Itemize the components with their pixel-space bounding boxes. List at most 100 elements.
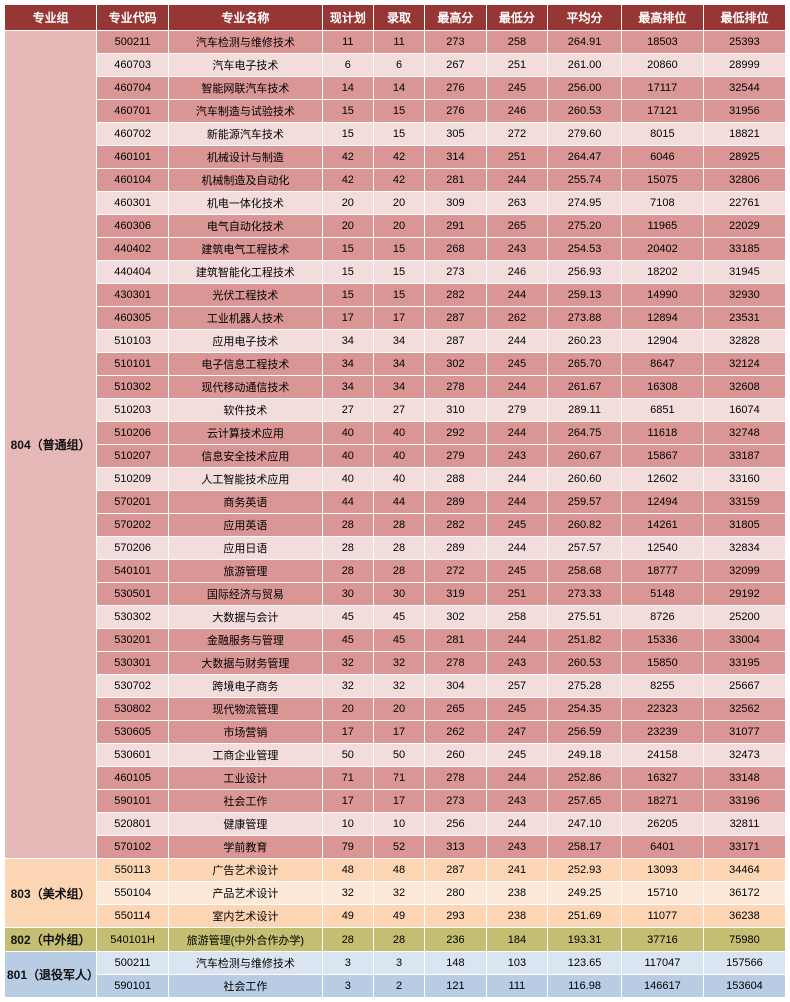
cell-admit: 32: [373, 882, 424, 905]
cell-admit: 2: [373, 975, 424, 998]
cell-plan: 15: [322, 123, 373, 146]
table-row: 530702跨境电子商务3232304257275.28825525667: [5, 675, 786, 698]
cell-plan: 28: [322, 514, 373, 537]
table-row: 570201商务英语4444289244259.571249433159: [5, 491, 786, 514]
table-row: 460104机械制造及自动化4242281244255.741507532806: [5, 169, 786, 192]
table-row: 460704智能网联汽车技术1414276245256.001711732544: [5, 77, 786, 100]
cell-max: 148: [425, 952, 486, 975]
table-row: 460305工业机器人技术1717287262273.881289423531: [5, 307, 786, 330]
cell-code: 460101: [97, 146, 169, 169]
cell-max: 293: [425, 905, 486, 928]
cell-hrank: 16327: [621, 767, 703, 790]
cell-lrank: 32828: [703, 330, 785, 353]
cell-min: 184: [486, 928, 547, 952]
cell-code: 510206: [97, 422, 169, 445]
cell-avg: 249.18: [548, 744, 622, 767]
cell-lrank: 153604: [703, 975, 785, 998]
cell-plan: 42: [322, 146, 373, 169]
cell-lrank: 33195: [703, 652, 785, 675]
cell-plan: 42: [322, 169, 373, 192]
cell-name: 国际经济与贸易: [168, 583, 322, 606]
cell-lrank: 32473: [703, 744, 785, 767]
cell-max: 304: [425, 675, 486, 698]
cell-name: 智能网联汽车技术: [168, 77, 322, 100]
cell-name: 建筑电气工程技术: [168, 238, 322, 261]
cell-code: 540101H: [97, 928, 169, 952]
cell-code: 590101: [97, 790, 169, 813]
table-row: 570202应用英语2828282245260.821426131805: [5, 514, 786, 537]
cell-admit: 34: [373, 376, 424, 399]
cell-max: 236: [425, 928, 486, 952]
cell-plan: 71: [322, 767, 373, 790]
cell-avg: 260.53: [548, 652, 622, 675]
cell-plan: 27: [322, 399, 373, 422]
cell-hrank: 11965: [621, 215, 703, 238]
cell-lrank: 31805: [703, 514, 785, 537]
cell-admit: 28: [373, 560, 424, 583]
cell-hrank: 12602: [621, 468, 703, 491]
cell-code: 540101: [97, 560, 169, 583]
cell-code: 500211: [97, 31, 169, 54]
cell-min: 244: [486, 422, 547, 445]
cell-name: 汽车检测与维修技术: [168, 31, 322, 54]
cell-lrank: 16074: [703, 399, 785, 422]
cell-plan: 34: [322, 353, 373, 376]
cell-lrank: 36172: [703, 882, 785, 905]
cell-code: 530601: [97, 744, 169, 767]
cell-max: 287: [425, 330, 486, 353]
cell-admit: 11: [373, 31, 424, 54]
cell-admit: 52: [373, 836, 424, 859]
cell-lrank: 32748: [703, 422, 785, 445]
cell-lrank: 32806: [703, 169, 785, 192]
cell-code: 530802: [97, 698, 169, 721]
table-row: 460703汽车电子技术66267251261.002086028999: [5, 54, 786, 77]
table-row: 510302现代移动通信技术3434278244261.671630832608: [5, 376, 786, 399]
cell-hrank: 12904: [621, 330, 703, 353]
cell-plan: 15: [322, 261, 373, 284]
cell-name: 现代物流管理: [168, 698, 322, 721]
cell-code: 460701: [97, 100, 169, 123]
cell-min: 244: [486, 813, 547, 836]
cell-admit: 28: [373, 537, 424, 560]
cell-hrank: 8726: [621, 606, 703, 629]
cell-name: 汽车制造与试验技术: [168, 100, 322, 123]
cell-min: 238: [486, 882, 547, 905]
cell-name: 室内艺术设计: [168, 905, 322, 928]
cell-hrank: 24158: [621, 744, 703, 767]
cell-admit: 34: [373, 353, 424, 376]
cell-max: 309: [425, 192, 486, 215]
table-row: 460301机电一体化技术2020309263274.95710822761: [5, 192, 786, 215]
cell-lrank: 32544: [703, 77, 785, 100]
cell-avg: 247.10: [548, 813, 622, 836]
cell-max: 287: [425, 307, 486, 330]
cell-plan: 10: [322, 813, 373, 836]
cell-max: 256: [425, 813, 486, 836]
cell-code: 530302: [97, 606, 169, 629]
cell-admit: 14: [373, 77, 424, 100]
cell-lrank: 25393: [703, 31, 785, 54]
cell-avg: 260.82: [548, 514, 622, 537]
cell-code: 460306: [97, 215, 169, 238]
cell-admit: 28: [373, 928, 424, 952]
cell-min: 103: [486, 952, 547, 975]
cell-hrank: 15336: [621, 629, 703, 652]
header-cell: 专业组: [5, 5, 97, 31]
cell-avg: 261.00: [548, 54, 622, 77]
cell-max: 278: [425, 767, 486, 790]
cell-plan: 3: [322, 975, 373, 998]
cell-lrank: 25667: [703, 675, 785, 698]
cell-avg: 254.35: [548, 698, 622, 721]
cell-code: 530301: [97, 652, 169, 675]
cell-min: 258: [486, 606, 547, 629]
cell-name: 学前教育: [168, 836, 322, 859]
cell-plan: 20: [322, 698, 373, 721]
cell-plan: 11: [322, 31, 373, 54]
cell-min: 245: [486, 744, 547, 767]
cell-name: 商务英语: [168, 491, 322, 514]
table-row: 530601工商企业管理5050260245249.182415832473: [5, 744, 786, 767]
table-row: 510206云计算技术应用4040292244264.751161832748: [5, 422, 786, 445]
cell-code: 530201: [97, 629, 169, 652]
cell-avg: 275.28: [548, 675, 622, 698]
cell-lrank: 28925: [703, 146, 785, 169]
table-row: 460105工业设计7171278244252.861632733148: [5, 767, 786, 790]
